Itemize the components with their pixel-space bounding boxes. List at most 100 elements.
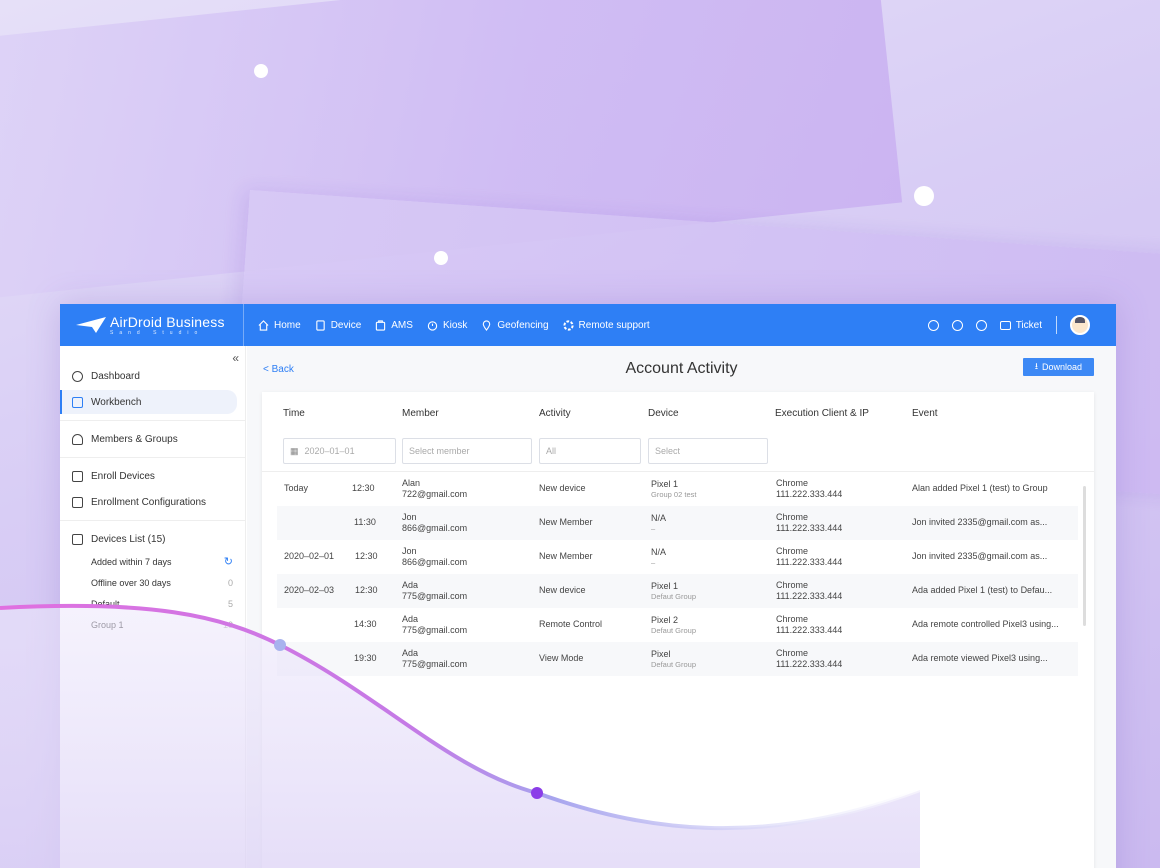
sidebar-item-devices-list[interactable]: Devices List (15): [60, 527, 245, 551]
column-header-member: Member: [402, 408, 439, 419]
scrollbar[interactable]: [1083, 486, 1086, 626]
client-ip: 111.222.333.444: [776, 591, 843, 601]
row-time: 12:30: [355, 585, 378, 596]
divider: [60, 420, 245, 421]
config-icon: [72, 496, 83, 508]
back-link[interactable]: < Back: [263, 364, 294, 375]
sidebar-subitem-offline-30-days[interactable]: Offline over 30 days 0: [60, 572, 245, 593]
nav-geofencing[interactable]: Geofencing: [481, 320, 549, 331]
member-name: Alan: [402, 477, 421, 488]
date-filter[interactable]: ▦ 2020–01–01: [283, 438, 396, 464]
row-time: 19:30: [354, 653, 377, 664]
sidebar-item-dashboard[interactable]: Dashboard: [60, 364, 245, 388]
device-name: N/A: [651, 512, 667, 523]
settings-icon[interactable]: [951, 319, 963, 331]
avatar[interactable]: [1070, 315, 1090, 335]
nav-ams[interactable]: AMS: [375, 320, 413, 331]
device-group: Defaut Group: [651, 659, 697, 669]
sidebar-item-label: Members & Groups: [91, 433, 178, 445]
sidebar-item-label: Enrollment Configurations: [91, 496, 207, 508]
row-time: 12:30: [352, 483, 375, 494]
download-icon: ⭳: [1034, 361, 1038, 371]
table-row[interactable]: 19:30 Ada 775@gmail.com View Mode Pixel …: [277, 642, 1078, 676]
device-select[interactable]: Select: [648, 438, 768, 464]
row-time: 14:30: [354, 619, 377, 630]
decorative-dot: [914, 186, 934, 206]
member-name: Jon: [402, 511, 417, 522]
row-event: Jon invited 2335@gmail.com as...: [912, 517, 1048, 528]
device-group: –: [651, 523, 656, 533]
device-name: Pixel: [651, 648, 671, 659]
table-row[interactable]: 2020–02–03 12:30 Ada 775@gmail.com New d…: [277, 574, 1078, 608]
client-ip: 111.222.333.444: [776, 557, 843, 567]
device-group: Group 02 test: [651, 489, 697, 499]
calendar-icon: ▦: [290, 445, 299, 456]
sidebar-item-members-groups[interactable]: Members & Groups: [60, 427, 245, 451]
device-name: N/A: [651, 546, 667, 557]
subitem-count: 0: [227, 577, 233, 588]
row-activity: New Member: [539, 517, 593, 528]
row-member: Jon 866@gmail.com: [402, 506, 467, 540]
device-name: Pixel 2: [651, 614, 679, 625]
sidebar-item-enroll-devices[interactable]: Enroll Devices: [60, 464, 245, 488]
sidebar: « Dashboard Workbench Members & Groups E…: [60, 346, 246, 868]
activity-select-value: All: [546, 446, 557, 456]
nav-device-label: Device: [330, 319, 362, 331]
sidebar-item-enrollment-configurations[interactable]: Enrollment Configurations: [60, 490, 245, 514]
member-select[interactable]: Select member: [402, 438, 532, 464]
logo[interactable]: AirDroid Business Sand Studio: [60, 304, 244, 346]
client-name: Chrome: [776, 511, 809, 522]
sidebar-subitem-group-1[interactable]: Group 1 10: [60, 614, 245, 635]
nav-home[interactable]: Home: [258, 320, 301, 331]
member-email: 866@gmail.com: [402, 523, 468, 533]
nav-kiosk[interactable]: Kiosk: [427, 320, 467, 331]
table-row[interactable]: 2020–02–01 12:30 Jon 866@gmail.com New M…: [262, 540, 1094, 574]
collapse-sidebar-icon[interactable]: «: [232, 351, 239, 365]
sidebar-item-workbench[interactable]: Workbench: [60, 390, 237, 414]
client-name: Chrome: [776, 579, 809, 590]
nav-home-label: Home: [274, 319, 301, 331]
divider: [1056, 316, 1057, 334]
row-client-ip: Chrome 111.222.333.444: [776, 608, 842, 642]
row-event: Ada remote viewed Pixel3 using...: [912, 653, 1048, 664]
page-title: Account Activity: [625, 360, 738, 377]
table-row[interactable]: Today 12:30 Alan 722@gmail.com New devic…: [262, 472, 1094, 506]
sidebar-subitem-default[interactable]: Default 5: [60, 593, 245, 614]
top-navbar: AirDroid Business Sand Studio Home Devic…: [60, 304, 1116, 346]
download-button[interactable]: ⭳ Download: [1022, 358, 1094, 376]
home-icon: [258, 319, 269, 331]
member-email: 866@gmail.com: [402, 557, 468, 567]
row-device: Pixel 2 Defaut Group: [651, 608, 696, 642]
table-row[interactable]: 14:30 Ada 775@gmail.com Remote Control P…: [262, 608, 1094, 642]
download-icon[interactable]: [975, 319, 987, 331]
ticket-button[interactable]: Ticket: [999, 320, 1042, 331]
dashboard-icon: [72, 370, 83, 382]
row-member: Ada 775@gmail.com: [402, 608, 467, 642]
row-activity: New device: [539, 483, 586, 494]
client-ip: 111.222.333.444: [776, 489, 843, 499]
sidebar-item-label: Enroll Devices: [91, 470, 155, 482]
row-client-ip: Chrome 111.222.333.444: [776, 574, 842, 608]
client-name: Chrome: [776, 545, 809, 556]
sidebar-item-label: Workbench: [91, 396, 142, 408]
client-ip: 111.222.333.444: [776, 659, 843, 669]
decorative-dot: [254, 64, 268, 78]
support-icon[interactable]: [927, 319, 939, 331]
row-client-ip: Chrome 111.222.333.444: [776, 540, 842, 574]
row-date: 2020–02–03: [284, 585, 335, 596]
row-event: Jon invited 2335@gmail.com as...: [912, 551, 1048, 562]
divider: [60, 520, 245, 521]
device-group: –: [651, 557, 656, 567]
nav-remote-support-label: Remote support: [578, 319, 650, 331]
refresh-icon[interactable]: ↻: [223, 556, 233, 568]
logo-name: AirDroid Business: [110, 313, 225, 330]
sidebar-subitem-added-7-days[interactable]: Added within 7 days ↻: [60, 551, 245, 572]
table-row[interactable]: 11:30 Jon 866@gmail.com New Member N/A –…: [277, 506, 1078, 540]
nav-device[interactable]: Device: [315, 319, 362, 331]
client-ip: 111.222.333.444: [776, 625, 843, 635]
row-device: N/A –: [651, 540, 666, 574]
nav-remote-support[interactable]: Remote support: [562, 319, 650, 331]
row-event: Ada added Pixel 1 (test) to Defau...: [912, 585, 1053, 596]
activity-select[interactable]: All: [539, 438, 641, 464]
main-nav: Home Device AMS Kiosk Geofencing Remote …: [258, 320, 664, 331]
